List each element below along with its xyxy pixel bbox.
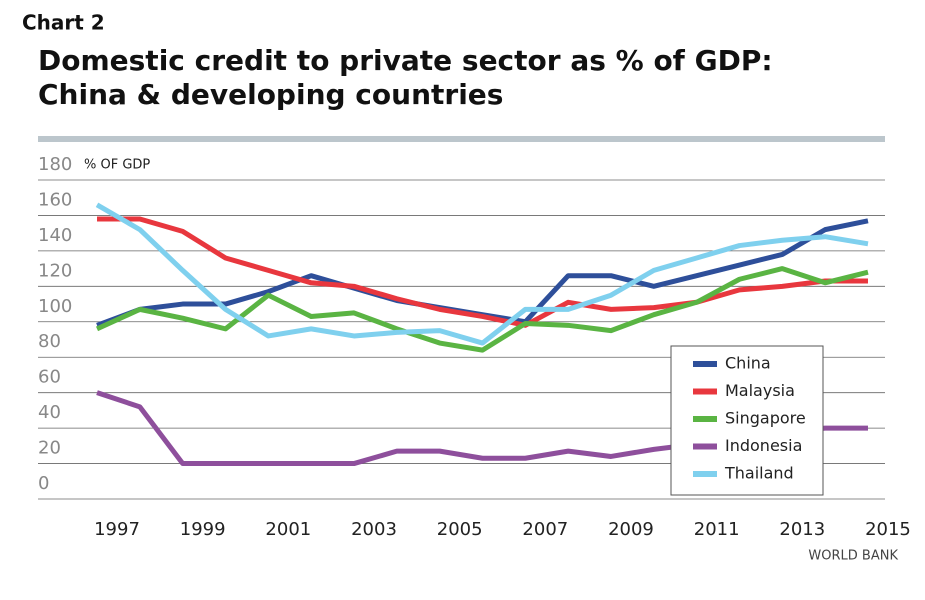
- series-line: [97, 216, 868, 328]
- legend-label: China: [725, 354, 771, 373]
- legend-label: Indonesia: [725, 436, 802, 455]
- x-tick-label: 1999: [180, 519, 226, 540]
- y-tick-label: 40: [38, 402, 61, 423]
- legend-label: Thailand: [724, 464, 794, 483]
- header-rule: [38, 136, 885, 142]
- x-tick-label: 2001: [265, 519, 311, 540]
- y-tick-label: 140: [38, 225, 72, 246]
- legend-label: Malaysia: [725, 381, 795, 400]
- legend-label: Singapore: [725, 409, 806, 428]
- series-line: [96, 218, 869, 328]
- y-tick-label: 180: [38, 154, 72, 175]
- chart-label: Chart 2: [22, 11, 105, 35]
- y-tick-label: 120: [38, 260, 72, 281]
- chart-title: China & developing countries: [38, 78, 503, 111]
- x-tick-label: 2015: [865, 519, 911, 540]
- y-tick-label: 80: [38, 331, 61, 352]
- x-tick-label: 2011: [694, 519, 740, 540]
- chart-title: Domestic credit to private sector as % o…: [38, 44, 773, 77]
- series-line: [95, 202, 869, 346]
- y-tick-label: 160: [38, 189, 72, 210]
- y-tick-label: 100: [38, 296, 72, 317]
- x-tick-label: 2009: [608, 519, 654, 540]
- x-tick-label: 2007: [522, 519, 568, 540]
- series-line: [95, 266, 869, 353]
- x-tick-label: 1997: [94, 519, 140, 540]
- y-axis-label: % OF GDP: [84, 158, 150, 173]
- y-tick-label: 0: [38, 473, 49, 494]
- y-tick-label: 60: [38, 367, 61, 388]
- x-tick-label: 2005: [437, 519, 483, 540]
- source: WORLD BANK: [808, 549, 898, 564]
- x-tick-label: 2003: [351, 519, 397, 540]
- y-tick-label: 20: [38, 438, 61, 459]
- x-tick-label: 2013: [779, 519, 825, 540]
